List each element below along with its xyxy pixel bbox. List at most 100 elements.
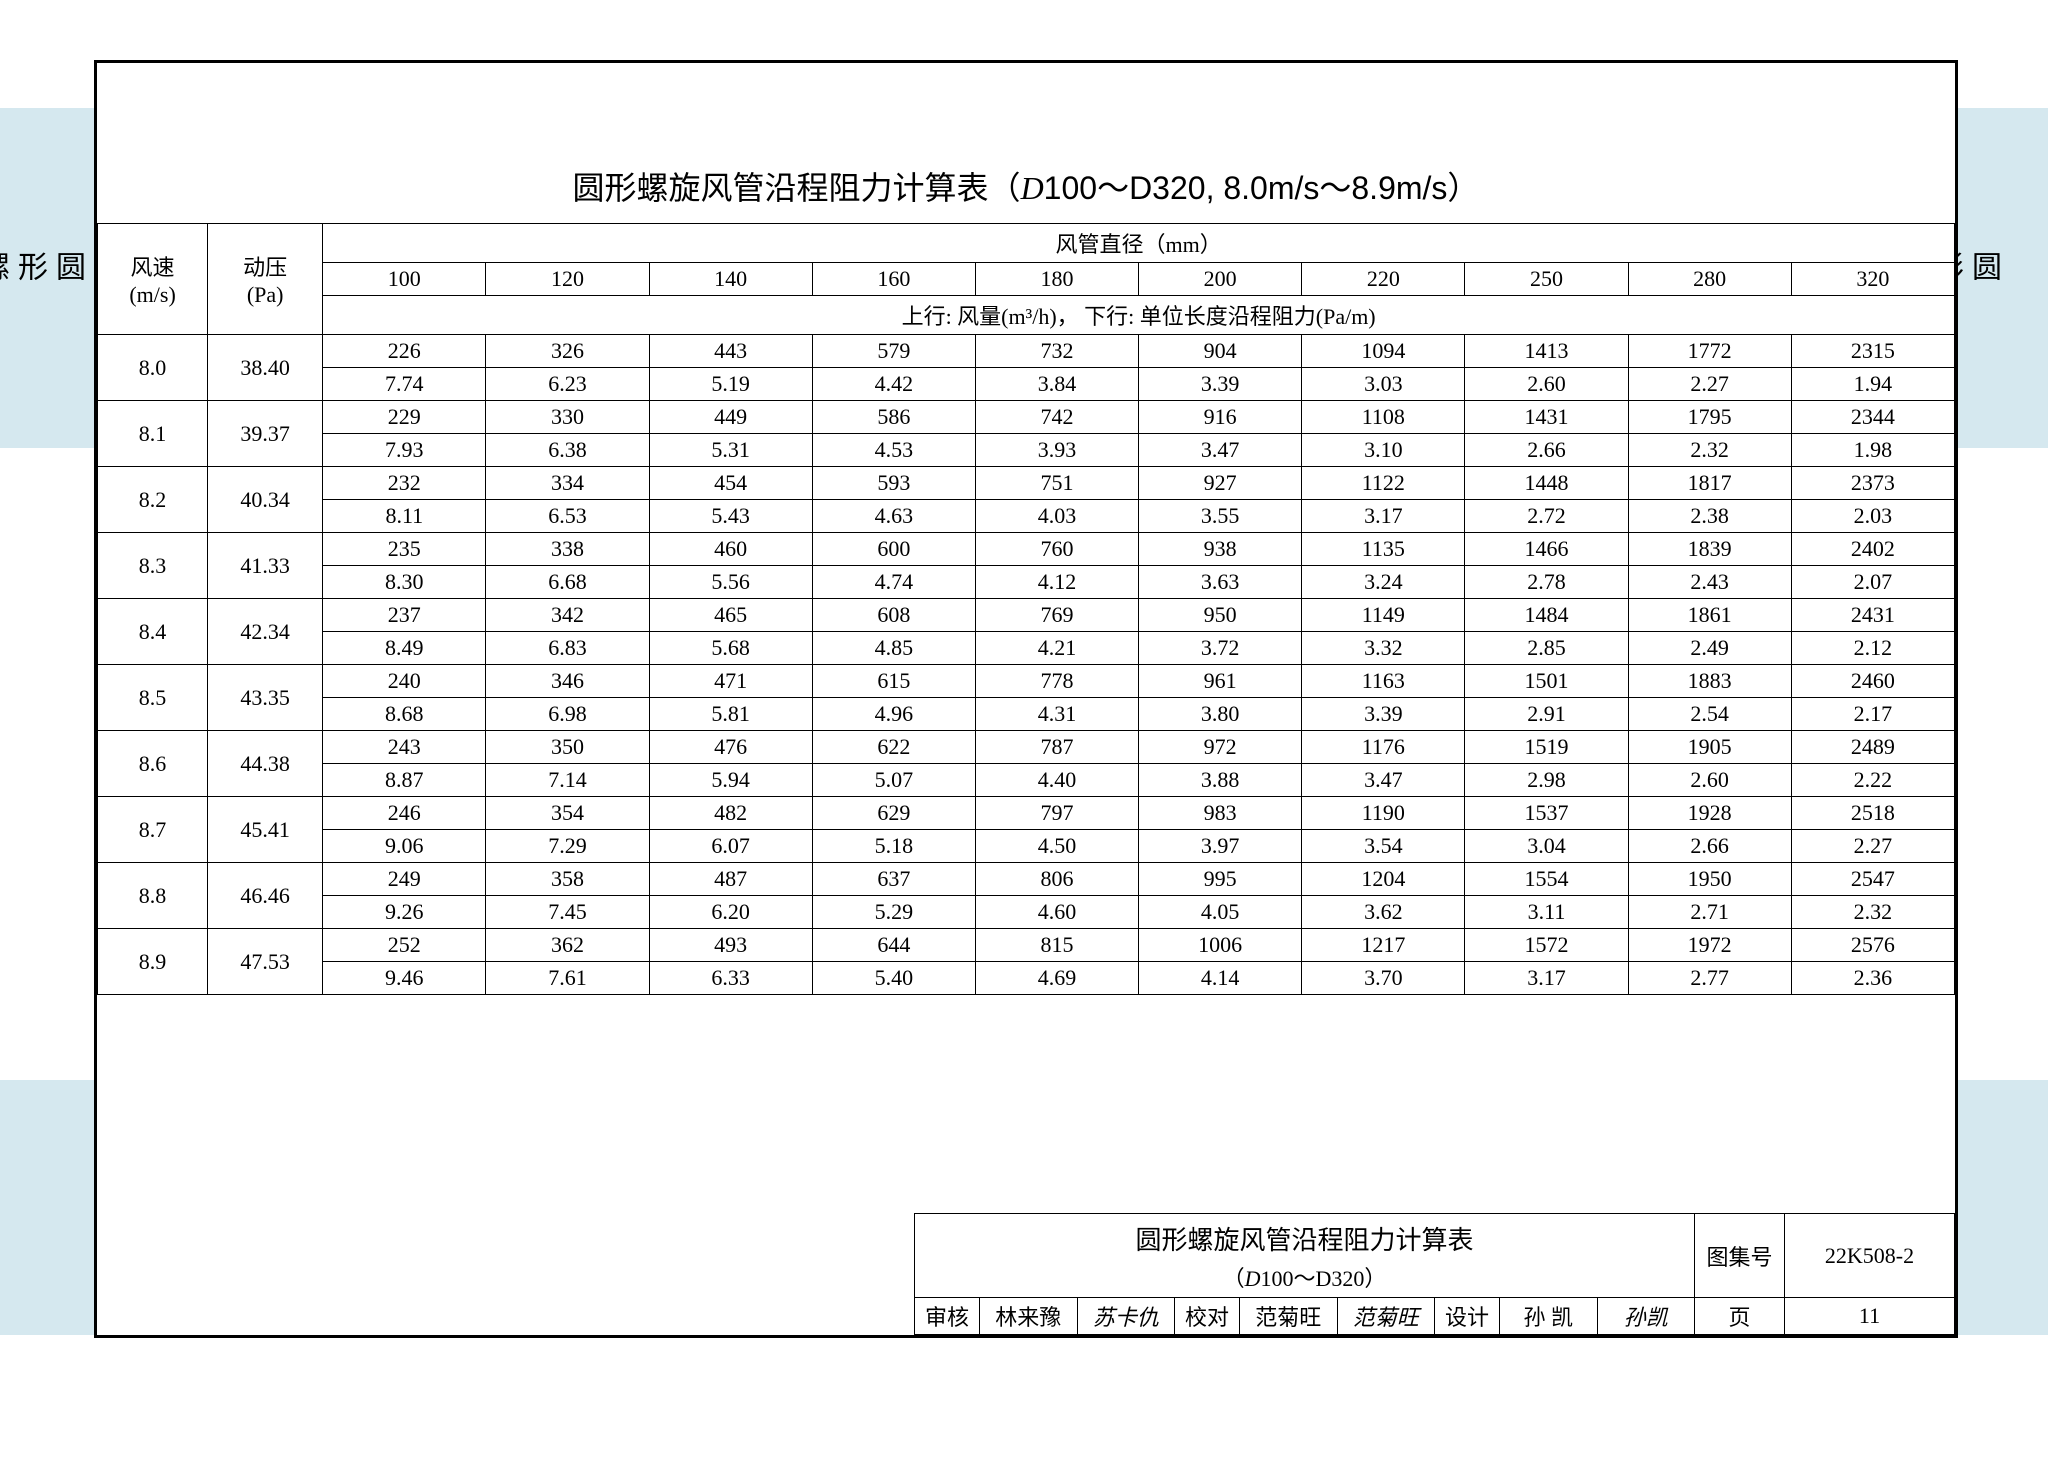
cell-flow: 1108 — [1302, 401, 1465, 434]
dyn-pressure-label: 动压 — [243, 255, 287, 280]
cell-flow: 1950 — [1628, 863, 1791, 896]
cell-resistance: 2.54 — [1628, 698, 1791, 731]
cell-flow: 476 — [649, 731, 812, 764]
cell-resistance: 3.70 — [1302, 962, 1465, 995]
cell-flow: 637 — [812, 863, 975, 896]
cell-resistance: 7.74 — [323, 368, 486, 401]
cell-resistance: 3.03 — [1302, 368, 1465, 401]
cell-flow: 961 — [1139, 665, 1302, 698]
cell-flow: 1163 — [1302, 665, 1465, 698]
cell-resistance: 2.22 — [1791, 764, 1954, 797]
cell-resistance: 4.42 — [812, 368, 975, 401]
cell-resistance: 5.81 — [649, 698, 812, 731]
cell-flow: 449 — [649, 401, 812, 434]
review-label: 审核 — [915, 1298, 980, 1335]
cell-resistance: 4.21 — [975, 632, 1138, 665]
cell-flow: 471 — [649, 665, 812, 698]
cell-resistance: 3.47 — [1139, 434, 1302, 467]
cell-resistance: 7.14 — [486, 764, 649, 797]
cell-flow: 751 — [975, 467, 1138, 500]
cell-resistance: 1.98 — [1791, 434, 1954, 467]
cell-resistance: 2.72 — [1465, 500, 1628, 533]
cell-resistance: 4.31 — [975, 698, 1138, 731]
cell-flow: 2460 — [1791, 665, 1954, 698]
cell-resistance: 5.07 — [812, 764, 975, 797]
cell-flow: 2489 — [1791, 731, 1954, 764]
cell-resistance: 4.69 — [975, 962, 1138, 995]
cell-flow: 916 — [1139, 401, 1302, 434]
cell-resistance: 4.12 — [975, 566, 1138, 599]
cell-flow: 600 — [812, 533, 975, 566]
cell-resistance: 4.96 — [812, 698, 975, 731]
cell-flow: 815 — [975, 929, 1138, 962]
cell-dynpressure: 39.37 — [208, 401, 323, 467]
cell-resistance: 2.03 — [1791, 500, 1954, 533]
cell-dynpressure: 42.34 — [208, 599, 323, 665]
cell-flow: 2373 — [1791, 467, 1954, 500]
cell-resistance: 6.23 — [486, 368, 649, 401]
diameter-col-280: 280 — [1628, 263, 1791, 296]
design-label: 设计 — [1435, 1298, 1500, 1335]
cell-flow: 1176 — [1302, 731, 1465, 764]
cell-flow: 354 — [486, 797, 649, 830]
cell-resistance: 3.17 — [1302, 500, 1465, 533]
cell-resistance: 3.24 — [1302, 566, 1465, 599]
cell-dynpressure: 46.46 — [208, 863, 323, 929]
cell-flow: 995 — [1139, 863, 1302, 896]
cell-flow: 1861 — [1628, 599, 1791, 632]
cell-flow: 1905 — [1628, 731, 1791, 764]
cell-resistance: 2.38 — [1628, 500, 1791, 533]
cell-resistance: 1.94 — [1791, 368, 1954, 401]
cell-flow: 1094 — [1302, 335, 1465, 368]
cell-flow: 586 — [812, 401, 975, 434]
cell-resistance: 2.85 — [1465, 632, 1628, 665]
cell-resistance: 3.47 — [1302, 764, 1465, 797]
proof-name: 范菊旺 — [1240, 1298, 1338, 1335]
cell-resistance: 3.97 — [1139, 830, 1302, 863]
cell-flow: 1413 — [1465, 335, 1628, 368]
cell-flow: 1484 — [1465, 599, 1628, 632]
page-title: 圆形螺旋风管沿程阻力计算表（D100～D320, 8.0m/s～8.9m/s） — [97, 163, 1955, 209]
cell-resistance: 6.53 — [486, 500, 649, 533]
cell-resistance: 4.03 — [975, 500, 1138, 533]
cell-flow: 346 — [486, 665, 649, 698]
cell-flow: 362 — [486, 929, 649, 962]
cell-windspeed: 8.1 — [98, 401, 208, 467]
title-block: 圆形螺旋风管沿程阻力计算表 图集号 22K508-2 （D100～D320） 审… — [914, 1213, 1955, 1335]
cell-resistance: 3.54 — [1302, 830, 1465, 863]
footer-title-text: 圆形螺旋风管沿程阻力计算表 — [921, 1220, 1688, 1257]
diameter-col-200: 200 — [1139, 263, 1302, 296]
cell-flow: 342 — [486, 599, 649, 632]
title-prefix: 圆形螺旋风管沿程阻力计算表（ — [573, 170, 1021, 206]
diameter-col-100: 100 — [323, 263, 486, 296]
cell-flow: 2547 — [1791, 863, 1954, 896]
cell-resistance: 8.87 — [323, 764, 486, 797]
cell-resistance: 7.93 — [323, 434, 486, 467]
cell-windspeed: 8.6 — [98, 731, 208, 797]
cell-flow: 1839 — [1628, 533, 1791, 566]
cell-resistance: 3.93 — [975, 434, 1138, 467]
cell-flow: 2315 — [1791, 335, 1954, 368]
cell-flow: 2402 — [1791, 533, 1954, 566]
cell-flow: 593 — [812, 467, 975, 500]
resistance-table: 风速 (m/s) 动压 (Pa) 风管直径（mm） 10012014016018… — [97, 223, 1955, 995]
cell-resistance: 7.45 — [486, 896, 649, 929]
proof-sig: 范菊旺 — [1337, 1298, 1435, 1335]
cell-flow: 1795 — [1628, 401, 1791, 434]
cell-resistance: 2.91 — [1465, 698, 1628, 731]
cell-resistance: 5.29 — [812, 896, 975, 929]
cell-resistance: 2.60 — [1465, 368, 1628, 401]
cell-flow: 1466 — [1465, 533, 1628, 566]
cell-flow: 760 — [975, 533, 1138, 566]
cell-resistance: 9.26 — [323, 896, 486, 929]
cell-resistance: 2.77 — [1628, 962, 1791, 995]
cell-flow: 350 — [486, 731, 649, 764]
cell-flow: 1519 — [1465, 731, 1628, 764]
side-tabs-left: 圆形螺旋风管 扁圆形螺旋风管 附录 — [46, 80, 86, 382]
cell-windspeed: 8.8 — [98, 863, 208, 929]
cell-flow: 235 — [323, 533, 486, 566]
cell-flow: 338 — [486, 533, 649, 566]
cell-resistance: 4.60 — [975, 896, 1138, 929]
cell-flow: 2344 — [1791, 401, 1954, 434]
cell-resistance: 4.63 — [812, 500, 975, 533]
